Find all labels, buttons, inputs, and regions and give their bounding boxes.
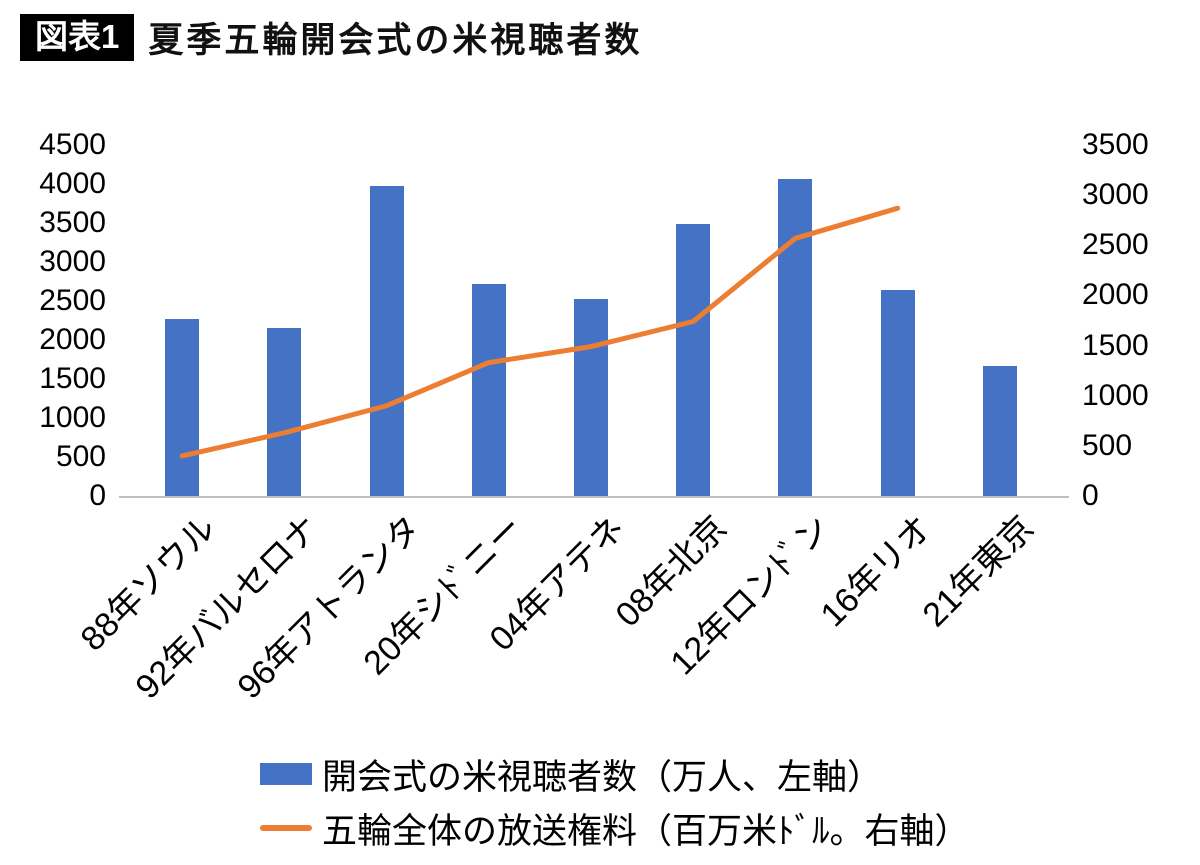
left-axis-tick-label: 4500 — [39, 128, 106, 161]
legend-item-rights: 五輪全体の放送権料（百万米ﾄﾞﾙ。右軸） — [260, 806, 970, 851]
left-axis-tick-label: 1500 — [39, 362, 106, 395]
x-axis-line — [119, 496, 1069, 498]
viewers-bar — [369, 186, 404, 496]
right-axis-tick-label: 0 — [1082, 479, 1099, 512]
right-axis-tick-label: 1500 — [1082, 328, 1149, 362]
left-axis-tick-label: 2000 — [39, 323, 106, 356]
right-axis-tick-label: 1000 — [1082, 378, 1149, 412]
viewers-bar — [676, 223, 711, 496]
left-axis-tick-label: 3500 — [39, 206, 106, 239]
left-axis-tick-label: 4000 — [39, 167, 106, 200]
right-axis-tick-label: 500 — [1082, 428, 1133, 462]
right-axis-tick-label: 2000 — [1082, 278, 1149, 312]
viewers-bar — [982, 365, 1017, 496]
line-series-swatch — [260, 825, 312, 831]
left-axis-tick-label: 500 — [55, 440, 106, 473]
legend-label-rights: 五輪全体の放送権料（百万米ﾄﾞﾙ。右軸） — [322, 811, 970, 851]
figure-number-badge: 図表1 — [20, 14, 135, 61]
viewers-bar — [880, 290, 915, 496]
legend-item-viewers: 開会式の米視聴者数（万人、左軸） — [260, 752, 970, 797]
viewers-bar — [267, 327, 302, 496]
left-axis-tick-label: 1000 — [39, 401, 106, 434]
left-axis-tick-label: 0 — [89, 479, 106, 512]
right-axis-tick-label: 3500 — [1082, 128, 1149, 161]
right-axis-tick-label: 2500 — [1082, 228, 1149, 262]
left-axis-tick-label: 2500 — [39, 284, 106, 317]
viewers-bar — [165, 318, 200, 496]
legend-label-viewers: 開会式の米視聴者数（万人、左軸） — [322, 757, 883, 797]
chart-legend: 開会式の米視聴者数（万人、左軸） 五輪全体の放送権料（百万米ﾄﾞﾙ。右軸） — [260, 752, 970, 851]
rights-fee-line — [179, 205, 901, 459]
viewers-bar — [471, 283, 506, 496]
viewers-bar — [778, 178, 813, 496]
viewers-bar — [574, 298, 608, 496]
left-axis-tick-label: 3000 — [39, 245, 106, 278]
chart-title: 夏季五輪開会式の米視聴者数 — [148, 21, 643, 60]
bar-series-swatch — [260, 763, 312, 785]
figure-header: 図表1 夏季五輪開会式の米視聴者数 — [20, 12, 642, 63]
right-axis-tick-label: 3000 — [1082, 178, 1149, 212]
